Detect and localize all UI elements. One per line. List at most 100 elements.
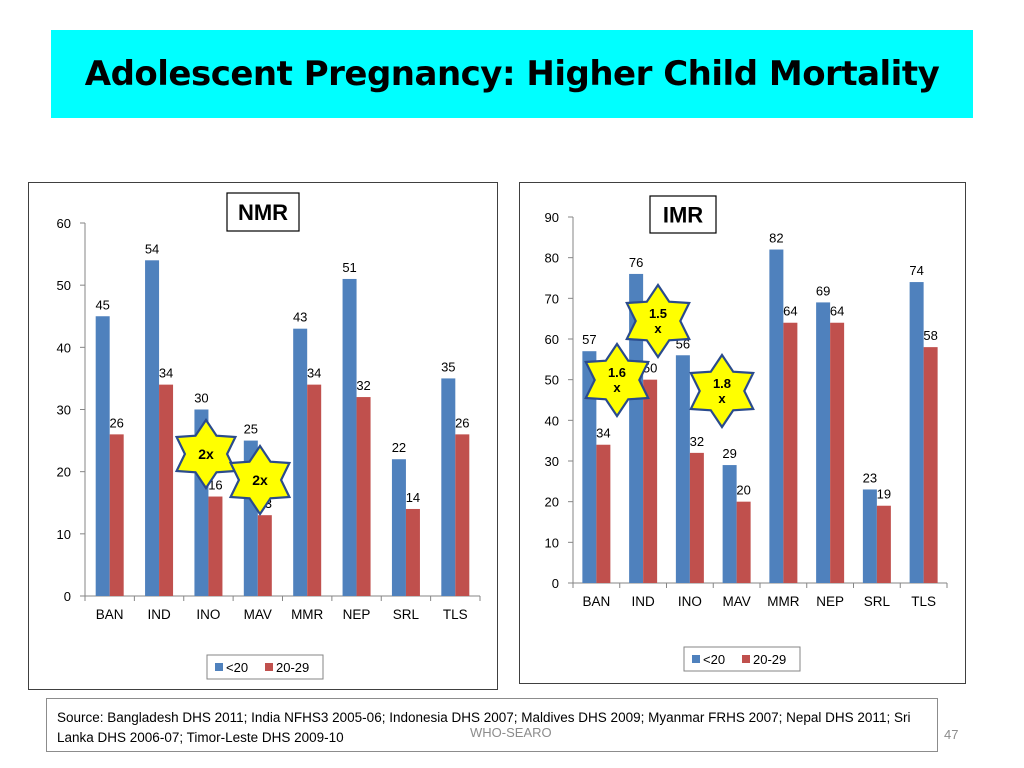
nmr-star-badge: [174, 418, 238, 490]
imr-data-label: 19: [877, 487, 891, 502]
imr-x-tick-label: INO: [678, 594, 702, 609]
nmr-bar-20-29: [159, 384, 174, 596]
imr-bar-20-29: [596, 444, 611, 583]
imr-y-tick-label: 0: [552, 576, 559, 591]
imr-data-label: 34: [596, 426, 610, 441]
imr-y-tick-label: 40: [545, 413, 559, 428]
nmr-y-tick-label: 60: [57, 216, 71, 231]
imr-data-label: 23: [863, 470, 877, 485]
nmr-star-badge: [228, 444, 292, 516]
nmr-data-label: 32: [356, 378, 370, 393]
imr-bar-20-29: [830, 322, 845, 583]
imr-star-label: x: [654, 321, 662, 336]
imr-legend-label: <20: [703, 652, 725, 667]
title-bar: Adolescent Pregnancy: Higher Child Morta…: [51, 30, 973, 118]
imr-y-tick-label: 80: [545, 251, 559, 266]
imr-y-tick-label: 30: [545, 454, 559, 469]
nmr-x-tick-label: INO: [196, 607, 220, 622]
nmr-y-tick-label: 50: [57, 278, 71, 293]
nmr-title-box: [226, 192, 300, 232]
nmr-legend-label: <20: [226, 660, 248, 675]
imr-data-label: 58: [923, 328, 937, 343]
imr-star-badge: [689, 353, 755, 429]
imr-bar-20-29: [736, 501, 751, 583]
nmr-bar-under20: [391, 459, 406, 596]
imr-star-label: 1.5: [649, 306, 667, 321]
imr-bar-20-29: [876, 505, 891, 583]
imr-star-label: x: [718, 391, 726, 406]
imr-x-tick-label: BAN: [582, 594, 610, 609]
imr-data-label: 76: [629, 255, 643, 270]
imr-bar-20-29: [643, 379, 658, 583]
nmr-bar-20-29: [356, 397, 371, 596]
nmr-y-tick-label: 40: [57, 340, 71, 355]
nmr-y-tick-label: 10: [57, 527, 71, 542]
imr-y-tick-label: 60: [545, 332, 559, 347]
imr-x-tick-label: MMR: [767, 594, 799, 609]
slide-title: Adolescent Pregnancy: Higher Child Morta…: [84, 54, 940, 94]
imr-data-label: 74: [909, 263, 923, 278]
imr-bar-under20: [909, 282, 924, 583]
nmr-data-label: 22: [392, 440, 406, 455]
footer-organization: WHO-SEARO: [470, 725, 552, 740]
nmr-star-label: 2x: [198, 446, 214, 462]
imr-legend-swatch-under20: [692, 655, 700, 663]
imr-y-tick-label: 20: [545, 495, 559, 510]
imr-title-box: [649, 195, 717, 234]
nmr-data-label: 45: [95, 297, 109, 312]
imr-chart-panel: 0 10 20 30 40 50 60 70 80 90 57 34 BAN 76 50 IND 56 32 INO…: [519, 182, 966, 684]
nmr-legend-label: 20-29: [276, 660, 309, 675]
imr-y-tick-label: 10: [545, 535, 559, 550]
imr-data-label: 64: [830, 304, 844, 319]
imr-bar-under20: [675, 355, 690, 583]
nmr-data-label: 51: [342, 260, 356, 275]
nmr-chart-title: NMR: [238, 200, 288, 225]
imr-bar-under20: [722, 465, 737, 583]
imr-star-label: 1.8: [713, 376, 731, 391]
nmr-bar-under20: [145, 260, 160, 596]
nmr-bar-20-29: [257, 515, 272, 596]
imr-data-label: 64: [783, 304, 797, 319]
nmr-data-label: 54: [145, 241, 159, 256]
nmr-data-label: 16: [208, 478, 222, 493]
nmr-bar-under20: [342, 278, 357, 596]
nmr-star-label: 2x: [252, 472, 268, 488]
nmr-data-label: 26: [109, 415, 123, 430]
nmr-bar-20-29: [208, 496, 223, 596]
imr-bar-under20: [769, 249, 784, 583]
imr-bar-under20: [629, 273, 644, 583]
imr-y-tick-label: 70: [545, 291, 559, 306]
imr-x-tick-label: TLS: [911, 594, 936, 609]
nmr-data-label: 35: [441, 359, 455, 374]
nmr-x-tick-label: NEP: [343, 607, 371, 622]
nmr-x-tick-label: TLS: [443, 607, 468, 622]
imr-bar-20-29: [689, 452, 704, 583]
imr-x-tick-label: NEP: [816, 594, 844, 609]
nmr-data-label: 26: [455, 415, 469, 430]
nmr-x-tick-label: IND: [147, 607, 171, 622]
nmr-bar-20-29: [455, 434, 470, 596]
imr-legend-swatch-20-29: [742, 655, 750, 663]
imr-bar-20-29: [783, 322, 798, 583]
nmr-data-label: 34: [307, 366, 321, 381]
imr-x-tick-label: IND: [632, 594, 656, 609]
imr-bar-under20: [862, 489, 877, 583]
nmr-x-tick-label: SRL: [393, 607, 420, 622]
nmr-x-tick-label: BAN: [96, 607, 124, 622]
imr-star-badge: [625, 283, 691, 359]
imr-x-tick-label: SRL: [864, 594, 891, 609]
nmr-bar-under20: [293, 328, 308, 596]
imr-bar-under20: [816, 302, 831, 583]
nmr-x-tick-label: MAV: [244, 607, 272, 622]
imr-data-label: 82: [769, 231, 783, 246]
page-number: 47: [944, 727, 959, 742]
nmr-x-tick-label: MMR: [291, 607, 323, 622]
imr-bar-20-29: [923, 347, 938, 583]
imr-x-tick-label: MAV: [722, 594, 750, 609]
imr-star-label: 1.6: [608, 365, 626, 380]
nmr-bar-under20: [95, 316, 110, 596]
imr-data-label: 57: [582, 332, 596, 347]
imr-bar-under20: [582, 351, 597, 583]
nmr-bar-20-29: [307, 384, 322, 596]
nmr-legend-swatch-20-29: [265, 663, 273, 671]
